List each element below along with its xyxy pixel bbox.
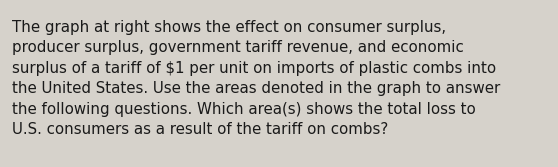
Text: The graph at right shows the effect on consumer surplus,
producer surplus, gover: The graph at right shows the effect on c…	[12, 20, 501, 137]
